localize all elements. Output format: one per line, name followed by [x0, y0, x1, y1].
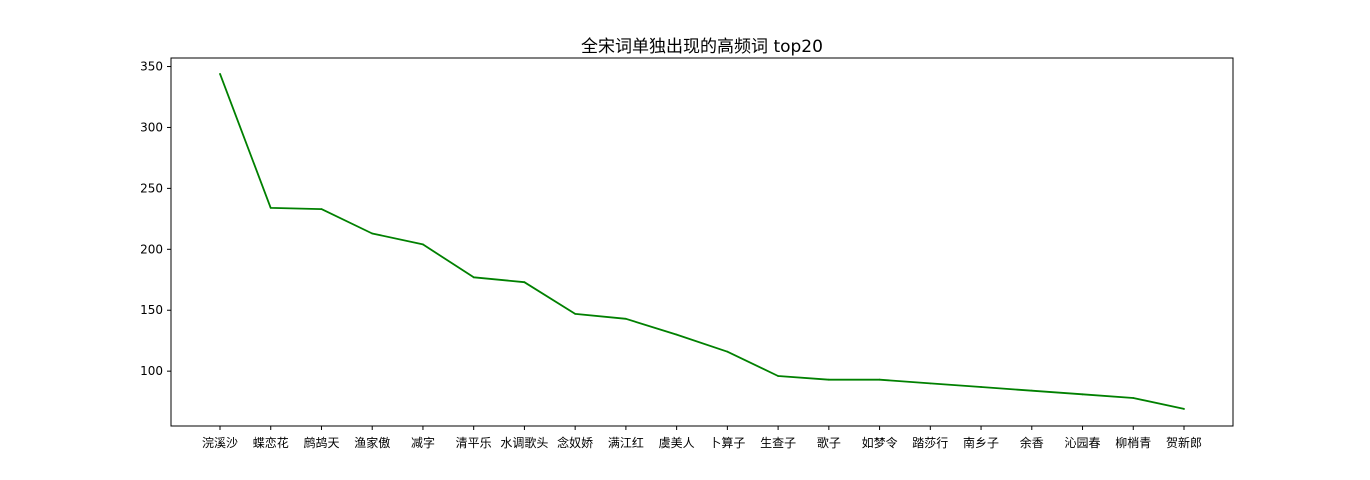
data-point — [878, 378, 881, 381]
data-point — [523, 281, 526, 284]
y-tick-label: 150 — [140, 303, 163, 317]
plot-frame — [170, 57, 1234, 427]
x-tick-label: 念奴娇 — [557, 435, 593, 450]
x-tick-label: 生查子 — [760, 436, 796, 450]
x-tick-label: 贺新郎 — [1166, 435, 1202, 450]
data-point — [472, 276, 475, 279]
data-point — [827, 378, 830, 381]
x-tick-label: 鹧鸪天 — [303, 435, 339, 450]
x-tick-label: 水调歌头 — [500, 435, 548, 450]
x-tick-label: 余香 — [1020, 435, 1044, 450]
data-point — [1132, 397, 1135, 399]
data-point — [726, 350, 729, 353]
data-point — [371, 232, 374, 235]
x-tick-label: 减字 — [411, 435, 435, 450]
data-point — [1030, 389, 1033, 392]
chart-title: 全宋词单独出现的高频词 top20 — [581, 37, 823, 57]
x-tick-label: 虞美人 — [659, 436, 695, 450]
x-tick-label: 南乡子 — [963, 435, 999, 450]
x-tick-label: 满江红 — [608, 435, 644, 450]
x-tick-label: 浣溪沙 — [202, 435, 238, 450]
x-tick-label: 蝶恋花 — [253, 435, 289, 450]
data-point — [269, 206, 272, 209]
x-tick-label: 歌子 — [817, 435, 841, 450]
x-tick-label: 踏莎行 — [912, 436, 948, 450]
data-point — [422, 243, 424, 246]
x-tick-label: 渔家傲 — [354, 435, 390, 450]
data-point — [675, 333, 678, 336]
y-tick-label: 350 — [140, 60, 163, 74]
y-tick-label: 200 — [140, 242, 163, 256]
data-point — [1183, 408, 1185, 410]
data-point — [574, 312, 577, 315]
y-tick-label: 250 — [140, 181, 163, 195]
data-point — [980, 386, 982, 388]
data-point — [219, 72, 221, 75]
x-tick-label: 清平乐 — [456, 436, 492, 450]
data-point — [929, 382, 932, 385]
x-tick-label: 卜算子 — [709, 435, 745, 450]
x-tick-label: 柳梢青 — [1115, 435, 1151, 450]
y-tick-label: 100 — [140, 364, 163, 378]
data-point — [777, 375, 780, 377]
x-tick-label: 沁园春 — [1065, 436, 1101, 450]
data-point — [320, 208, 323, 210]
y-tick-label: 300 — [140, 120, 163, 134]
data-point — [1081, 393, 1084, 396]
series-line — [219, 73, 1185, 410]
data-point — [624, 317, 627, 320]
x-tick-label: 如梦令 — [862, 435, 898, 450]
